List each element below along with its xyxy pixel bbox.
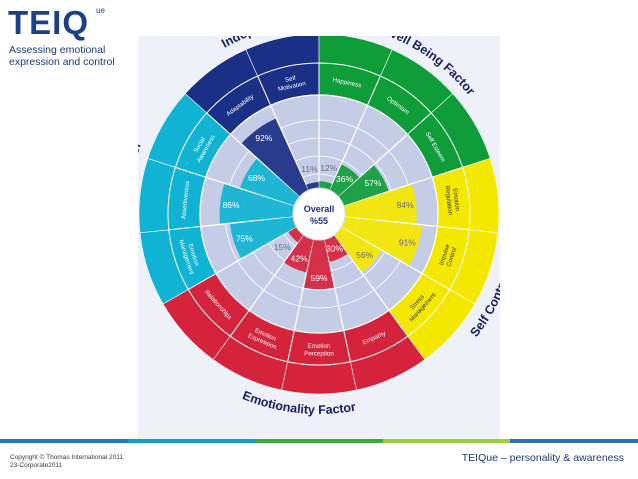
facet-score-label: 86% <box>223 200 240 210</box>
facet-score-label: 92% <box>255 133 272 143</box>
center-title: Overall <box>304 204 335 214</box>
facet-score-wedge <box>240 158 303 208</box>
facet-score-label: 36% <box>336 174 353 184</box>
teique-wheel-diagram: Overall %55 11% 12%36% 57% 84% 91% 56% 30% 59%42%… <box>138 36 500 417</box>
facet-score-label: 15% <box>274 242 291 252</box>
facet-name: Assertiveness <box>180 180 191 219</box>
rule-segment <box>0 439 128 443</box>
facet-score-wedge <box>284 231 315 273</box>
facet-score-label: 56% <box>356 250 373 260</box>
facet-score-wedge <box>241 118 310 200</box>
copyright-line: 23-Corporate2011 <box>10 462 63 469</box>
facet-name-line: Self <box>284 75 296 84</box>
facet-score-label: 12% <box>320 163 337 173</box>
footer-title: TEIQue – personality & awareness <box>461 452 624 464</box>
teique-logo: TEIQ <box>8 6 89 40</box>
facet-score-wedge <box>219 184 299 224</box>
facet-score-label: 30% <box>326 244 343 254</box>
facet-score-wedge <box>332 225 382 273</box>
facet-score-wedge <box>339 184 417 224</box>
facet-score-wedge <box>323 231 348 262</box>
facet-score-wedge <box>335 165 389 208</box>
facet-score-label: 57% <box>364 178 381 188</box>
tagline-line: Assessing emotional <box>9 44 106 56</box>
facet-score-label: 91% <box>399 238 416 248</box>
logo-superscript: ue <box>96 6 105 15</box>
center-disc <box>292 187 346 241</box>
facet-name-line: Emotion <box>308 343 331 350</box>
copyright: Copyright © Thomas International 2011 23… <box>10 454 123 470</box>
facet-score-label: 75% <box>236 233 253 243</box>
rule-segment <box>382 439 511 443</box>
rule-segment <box>510 439 638 443</box>
tagline: Assessing emotional expression and contr… <box>9 44 139 68</box>
tagline-line: expression and control <box>9 56 115 68</box>
rule-segment <box>127 439 256 443</box>
logo-text: TEIQ <box>8 4 90 41</box>
center-value: %55 <box>310 216 328 226</box>
facet-score-wedge <box>304 235 334 290</box>
facet-name-line: Assertiveness <box>180 180 191 219</box>
facet-name-line: Regulation <box>444 185 454 216</box>
facet-score-label: 68% <box>248 173 265 183</box>
rule-segment <box>255 439 383 443</box>
facet-score-label: 11% <box>301 164 318 174</box>
factor-band-segment <box>281 361 357 395</box>
facet-score-wedge <box>230 216 300 259</box>
facet-score-wedge <box>338 216 423 266</box>
facet-name-line: Emotion <box>451 188 460 212</box>
facet-name-line: Perception <box>304 350 334 357</box>
facet-score-label: 59% <box>310 273 327 283</box>
facet-score-label: 84% <box>397 200 414 210</box>
facet-score-wedge <box>328 164 360 200</box>
copyright-line: Copyright © Thomas International 2011 <box>10 454 123 461</box>
facet-score-label: 42% <box>291 254 308 264</box>
footer-color-rule <box>0 439 638 443</box>
